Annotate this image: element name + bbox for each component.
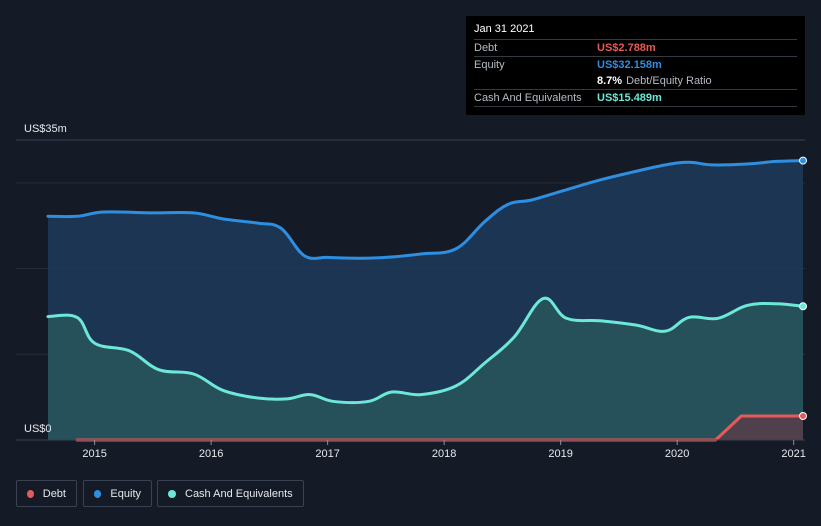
x-tick-label: 2017 [315, 448, 339, 460]
tooltip-row-equity: Equity US$32.158m [474, 56, 797, 73]
tooltip-ratio-value: 8.7% [597, 75, 623, 87]
y-axis-bottom-label: US$0 [24, 423, 52, 435]
x-tick-label: 2021 [781, 448, 805, 460]
tooltip-equity-label: Equity [474, 59, 505, 71]
tooltip-row-cash: Cash And Equivalents US$15.489m [474, 89, 797, 107]
legend-item-debt[interactable]: Debt [16, 480, 77, 507]
equity-end-point [799, 156, 807, 165]
cash-and-equivalents-line [46, 296, 805, 405]
y-axis-top-label: US$35m [24, 123, 67, 135]
x-tick-label: 2019 [548, 448, 572, 460]
debt-area [77, 416, 803, 440]
tooltip-date: Jan 31 2021 [474, 23, 535, 35]
x-tick-label: 2016 [199, 448, 223, 460]
tooltip-equity-value: US$32.158m [597, 59, 662, 71]
tooltip-row-debt: Debt US$2.788m [474, 39, 797, 56]
tooltip-debt-label: Debt [474, 42, 498, 54]
debt-legend-dot-icon [27, 489, 34, 498]
debt-end-point [799, 412, 807, 420]
cash-legend-dot-icon [168, 489, 176, 498]
cash-and-equivalents-end-point [799, 302, 807, 311]
tooltip-debt-value: US$2.788m [597, 42, 656, 54]
legend-label-cash: Cash And Equivalents [185, 487, 293, 500]
x-tick-label: 2020 [665, 448, 689, 460]
x-tick-label: 2015 [82, 448, 106, 460]
tooltip-cash-label: Cash And Equivalents [474, 92, 582, 104]
legend-item-equity[interactable]: Equity [83, 480, 152, 507]
x-tick-label: 2018 [432, 448, 456, 460]
chart-tooltip: Jan 31 2021 Debt US$2.788m Equity US$32.… [466, 16, 805, 115]
equity-legend-dot-icon [94, 489, 102, 498]
legend-label-equity: Equity [110, 487, 141, 500]
x-axis: 2015 2016 2017 2018 2019 2020 2021 [16, 439, 806, 460]
legend-item-cash[interactable]: Cash And Equivalents [157, 480, 304, 507]
tooltip-row-ratio: 8.7% Debt/Equity Ratio [474, 73, 797, 89]
cash-and-equivalents-area [48, 298, 803, 440]
chart-areas [48, 160, 803, 441]
tooltip-cash-value: US$15.489m [597, 92, 662, 104]
equity-line [46, 159, 805, 260]
tooltip-ratio-label: Debt/Equity Ratio [626, 75, 712, 87]
legend-label-debt: Debt [42, 487, 66, 500]
